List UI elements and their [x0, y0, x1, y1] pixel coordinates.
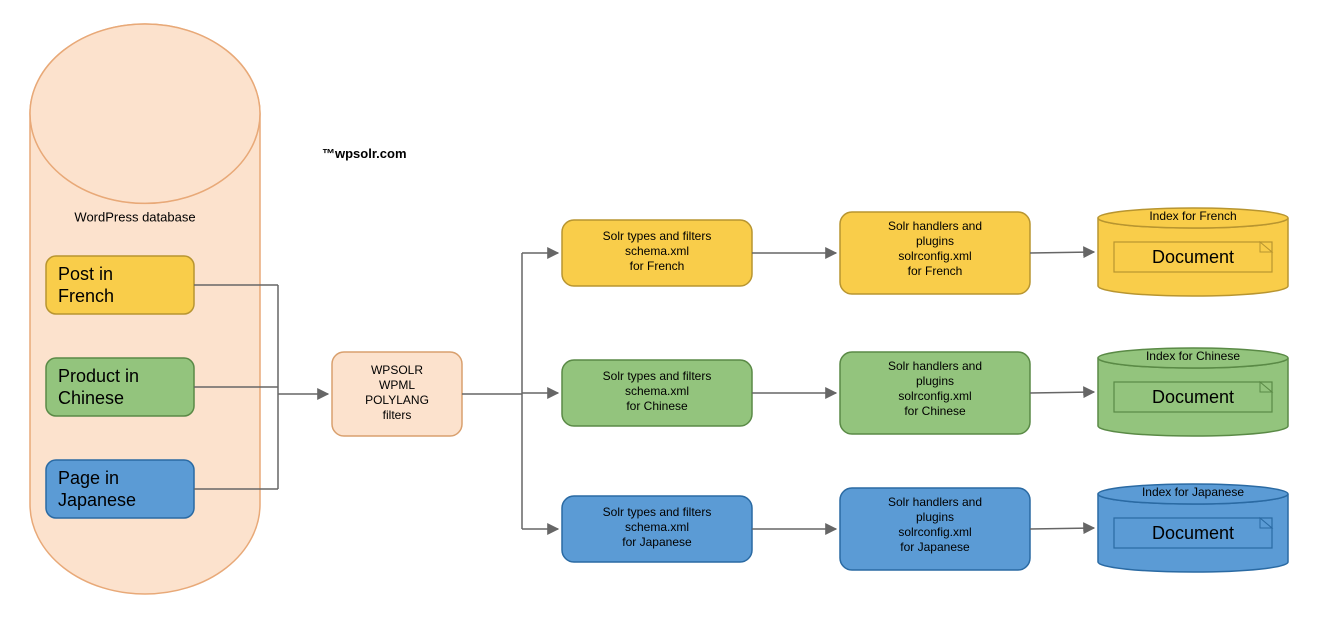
- arrow-ci-japanese: [1030, 528, 1094, 529]
- index-chinese-title: Index for Chinese: [1146, 349, 1240, 363]
- index-chinese-doc-label: Document: [1152, 387, 1234, 407]
- arrow-ci-chinese: [1030, 392, 1094, 393]
- db-top: [30, 24, 260, 203]
- index-french-doc-label: Document: [1152, 247, 1234, 267]
- config-label-japanese: Solr handlers andpluginssolrconfig.xmlfo…: [888, 495, 982, 554]
- index-japanese-doc-label: Document: [1152, 523, 1234, 543]
- watermark: ™wpsolr.com: [322, 146, 407, 161]
- db-label: WordPress database: [74, 209, 195, 224]
- index-japanese-title: Index for Japanese: [1142, 485, 1244, 499]
- arrow-ci-french: [1030, 252, 1094, 253]
- index-french-title: Index for French: [1149, 209, 1236, 223]
